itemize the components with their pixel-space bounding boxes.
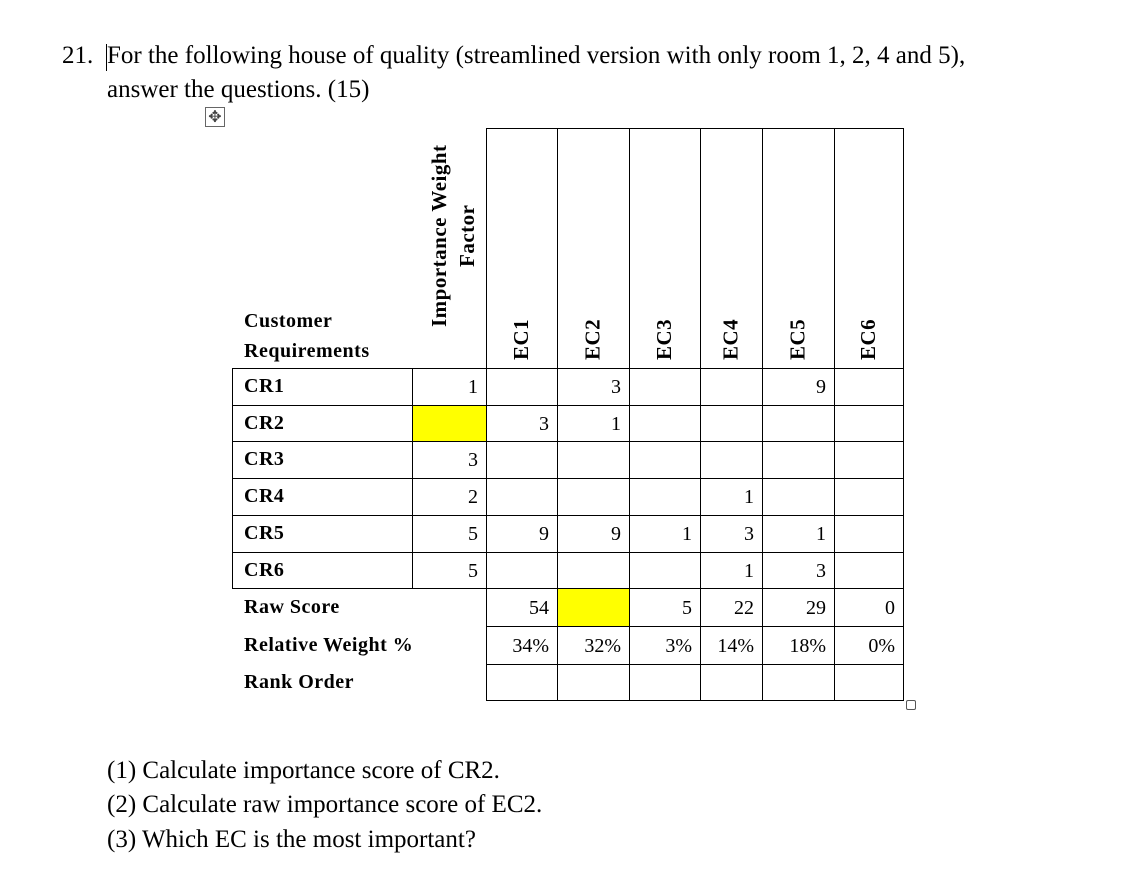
relationship-cell — [557, 478, 630, 516]
header-label: Importance Weight Factor — [427, 144, 479, 327]
row-label: CR6 — [244, 558, 285, 581]
relationship-cell: 3 — [557, 368, 630, 406]
relative-weight-label: Relative Weight % — [244, 633, 414, 656]
relationship-cell — [834, 478, 904, 516]
rank-order-cell — [629, 664, 701, 701]
weight-cell: 2 — [412, 478, 487, 516]
ec-header: EC6 — [856, 318, 880, 360]
ec-header: EC3 — [652, 318, 676, 360]
rank-order-cell — [834, 664, 904, 701]
row-label: CR3 — [244, 448, 285, 470]
relationship-cell — [834, 405, 904, 442]
relationship-cell — [486, 552, 558, 589]
relationship-cell: 1 — [629, 515, 701, 553]
relative-weight-cell: 3% — [629, 626, 701, 665]
raw-score-label: Raw Score — [244, 595, 340, 618]
relationship-cell — [700, 441, 763, 479]
relationship-cell — [700, 405, 763, 442]
weight-cell: 1 — [412, 368, 487, 406]
relationship-cell: 9 — [557, 515, 630, 553]
ec-header: EC2 — [580, 318, 605, 360]
ec-header: EC5 — [785, 318, 810, 360]
raw-score-cell: 22 — [700, 588, 763, 627]
relationship-cell: 1 — [762, 515, 835, 553]
weight-cell: 5 — [412, 552, 487, 589]
ec-header: EC1 — [509, 318, 533, 360]
relative-weight-cell: 14% — [700, 626, 763, 665]
rank-order-cell — [557, 664, 630, 701]
text-cursor — [106, 44, 107, 71]
question-item: (1) Calculate importance score of CR2. — [107, 757, 500, 784]
relationship-cell — [834, 515, 904, 553]
relationship-cell — [629, 441, 701, 479]
relationship-cell — [700, 368, 763, 406]
relationship-cell — [629, 478, 701, 516]
relationship-cell — [834, 441, 904, 479]
question-item: (3) Which EC is the most important? — [107, 826, 476, 853]
move-handle[interactable]: ✥ — [205, 107, 225, 127]
relative-weight-cell: 32% — [557, 626, 630, 665]
weight-cell — [412, 405, 487, 442]
question-text: For the following house of quality (stre… — [107, 42, 966, 69]
relationship-cell: 9 — [762, 368, 835, 406]
raw-score-cell: 5 — [629, 588, 701, 627]
question-text: answer the questions. (15) — [107, 76, 370, 103]
relationship-cell — [834, 552, 904, 589]
resize-handle[interactable] — [906, 700, 916, 710]
raw-score-cell — [557, 588, 630, 627]
row-label: CR4 — [244, 485, 285, 507]
relationship-cell: 1 — [700, 552, 763, 589]
relationship-cell — [629, 405, 701, 442]
relationship-cell — [557, 552, 630, 589]
rank-order-cell — [762, 664, 835, 701]
relationship-cell — [629, 552, 701, 589]
row-label: CR1 — [244, 375, 285, 397]
question-number: 21. — [62, 42, 94, 69]
relationship-cell — [834, 368, 904, 406]
relationship-cell — [762, 478, 835, 516]
raw-score-cell: 29 — [762, 588, 835, 627]
relationship-cell — [762, 441, 835, 479]
relationship-cell — [486, 478, 558, 516]
relationship-cell — [629, 368, 701, 406]
raw-score-cell: 0 — [834, 588, 904, 627]
relative-weight-cell: 0% — [834, 626, 904, 665]
raw-score-cell: 54 — [486, 588, 558, 627]
relationship-cell: 3 — [486, 405, 558, 442]
rank-order-cell — [700, 664, 763, 701]
relationship-cell: 3 — [762, 552, 835, 589]
ec-header: EC4 — [718, 318, 743, 360]
header-label: Customer Requirements — [244, 310, 370, 362]
relationship-cell: 9 — [486, 515, 558, 553]
weight-cell: 3 — [412, 441, 487, 479]
rank-order-label: Rank Order — [244, 670, 354, 693]
relationship-cell — [762, 405, 835, 442]
relationship-cell — [486, 368, 558, 406]
row-label: CR2 — [244, 411, 285, 434]
relative-weight-cell: 18% — [762, 626, 835, 665]
question-item: (2) Calculate raw importance score of EC… — [107, 791, 543, 818]
rank-order-cell — [486, 664, 558, 701]
weight-cell: 5 — [412, 515, 487, 553]
relationship-cell: 3 — [700, 515, 763, 553]
relationship-cell — [486, 441, 558, 479]
relationship-cell — [557, 441, 630, 479]
row-label: CR5 — [244, 522, 285, 544]
relationship-cell: 1 — [700, 478, 763, 516]
relative-weight-cell: 34% — [486, 626, 558, 665]
relationship-cell: 1 — [557, 405, 630, 442]
